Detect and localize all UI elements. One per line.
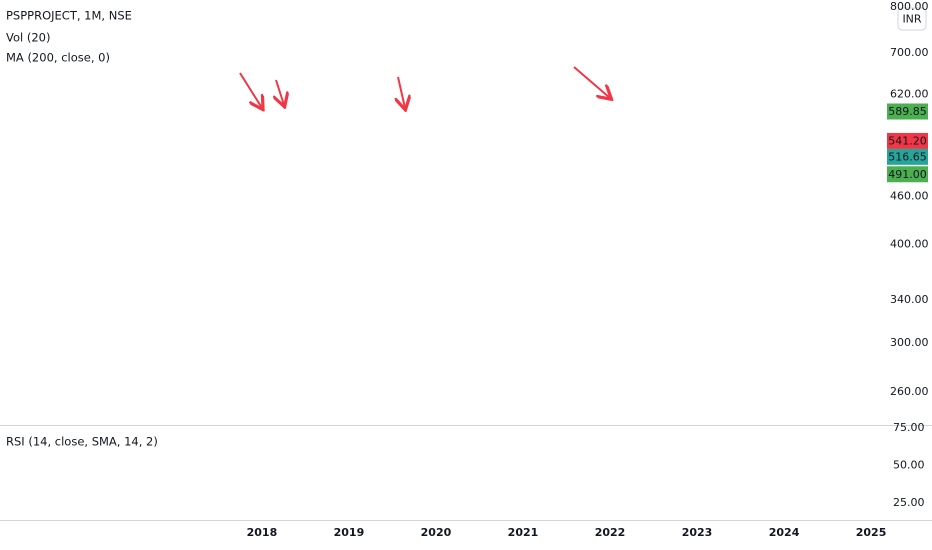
indicator-label: Vol (20) [6, 31, 50, 45]
level-label: 491.00 [888, 168, 927, 181]
x-tick-label: 2024 [769, 526, 800, 539]
price-axis-bg [886, 0, 932, 550]
level-label-bg [887, 103, 928, 120]
y-tick-label: 300.00 [890, 336, 929, 349]
symbol-title: PSPPROJECT, 1M, NSE [6, 9, 132, 23]
arrow [398, 76, 405, 108]
x-tick-label: 2025 [856, 526, 887, 539]
arrow [239, 72, 262, 108]
y-tick-label: 700.00 [890, 46, 929, 59]
x-tick-label: 2023 [682, 526, 713, 539]
x-tick-label: 2018 [247, 526, 278, 539]
y-tick-label: 800.00 [890, 0, 929, 13]
level-label: 589.85 [888, 105, 927, 118]
x-tick-label: 2020 [421, 526, 452, 539]
x-tick-label: 2021 [508, 526, 539, 539]
rsi-tick-label: 75.00 [893, 421, 925, 434]
rsi-tick-label: 25.00 [893, 496, 925, 509]
y-tick-label: 620.00 [890, 87, 929, 100]
last-price-label: 516.65 [888, 150, 927, 163]
arrow [276, 79, 284, 105]
y-tick-label: 260.00 [890, 385, 929, 398]
x-tick-label: 2019 [334, 526, 365, 539]
arrow [573, 66, 610, 98]
x-tick-label: 2022 [595, 526, 626, 539]
indicator-label: MA (200, close, 0) [6, 51, 110, 65]
level-label-bg [887, 132, 928, 149]
currency-badge[interactable] [897, 7, 927, 31]
last-price-bg [887, 148, 928, 165]
y-tick-label: 340.00 [890, 293, 929, 306]
y-tick-label: 460.00 [890, 190, 929, 203]
currency: INR [902, 13, 921, 26]
level-label: 541.20 [888, 134, 927, 147]
y-tick-label: 400.00 [890, 237, 929, 250]
rsi-tick-label: 50.00 [893, 459, 925, 472]
annotation-arrows [239, 66, 610, 108]
level-label-bg [887, 166, 928, 183]
rsi-title: RSI (14, close, SMA, 14, 2) [6, 435, 158, 449]
